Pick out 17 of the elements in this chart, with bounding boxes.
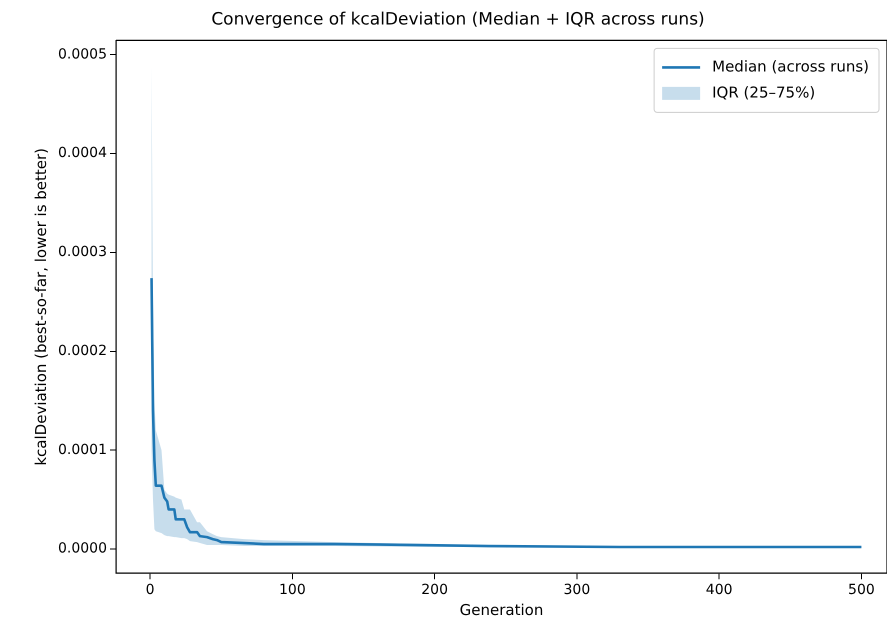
y-tick-label: 0.0004 <box>58 145 108 162</box>
x-tick-label: 100 <box>279 582 306 598</box>
y-tick-label: 0.0001 <box>58 442 107 458</box>
x-tick-label: 300 <box>564 582 590 598</box>
annotation: IQR (25–75%) <box>712 83 816 102</box>
y-tick-label: 0.0003 <box>58 244 107 260</box>
chart-title: Convergence of kcalDeviation (Median + IQR across runs) <box>211 10 705 30</box>
x-tick-label: 400 <box>706 582 733 598</box>
y-tick-label: 0.0000 <box>58 540 107 557</box>
x-tick-label: 500 <box>848 582 875 598</box>
legend-label: Median (across runs) <box>712 57 870 76</box>
y-tick-label: 0.0002 <box>58 342 107 359</box>
y-axis-title: kcalDeviation (best-so-far, lower is better) <box>32 148 50 466</box>
x-tick-label: 200 <box>421 582 448 598</box>
x-axis-title: Generation <box>460 600 544 619</box>
x-tick-label: 0 <box>146 582 155 598</box>
y-tick-label: 0.0005 <box>58 46 107 62</box>
